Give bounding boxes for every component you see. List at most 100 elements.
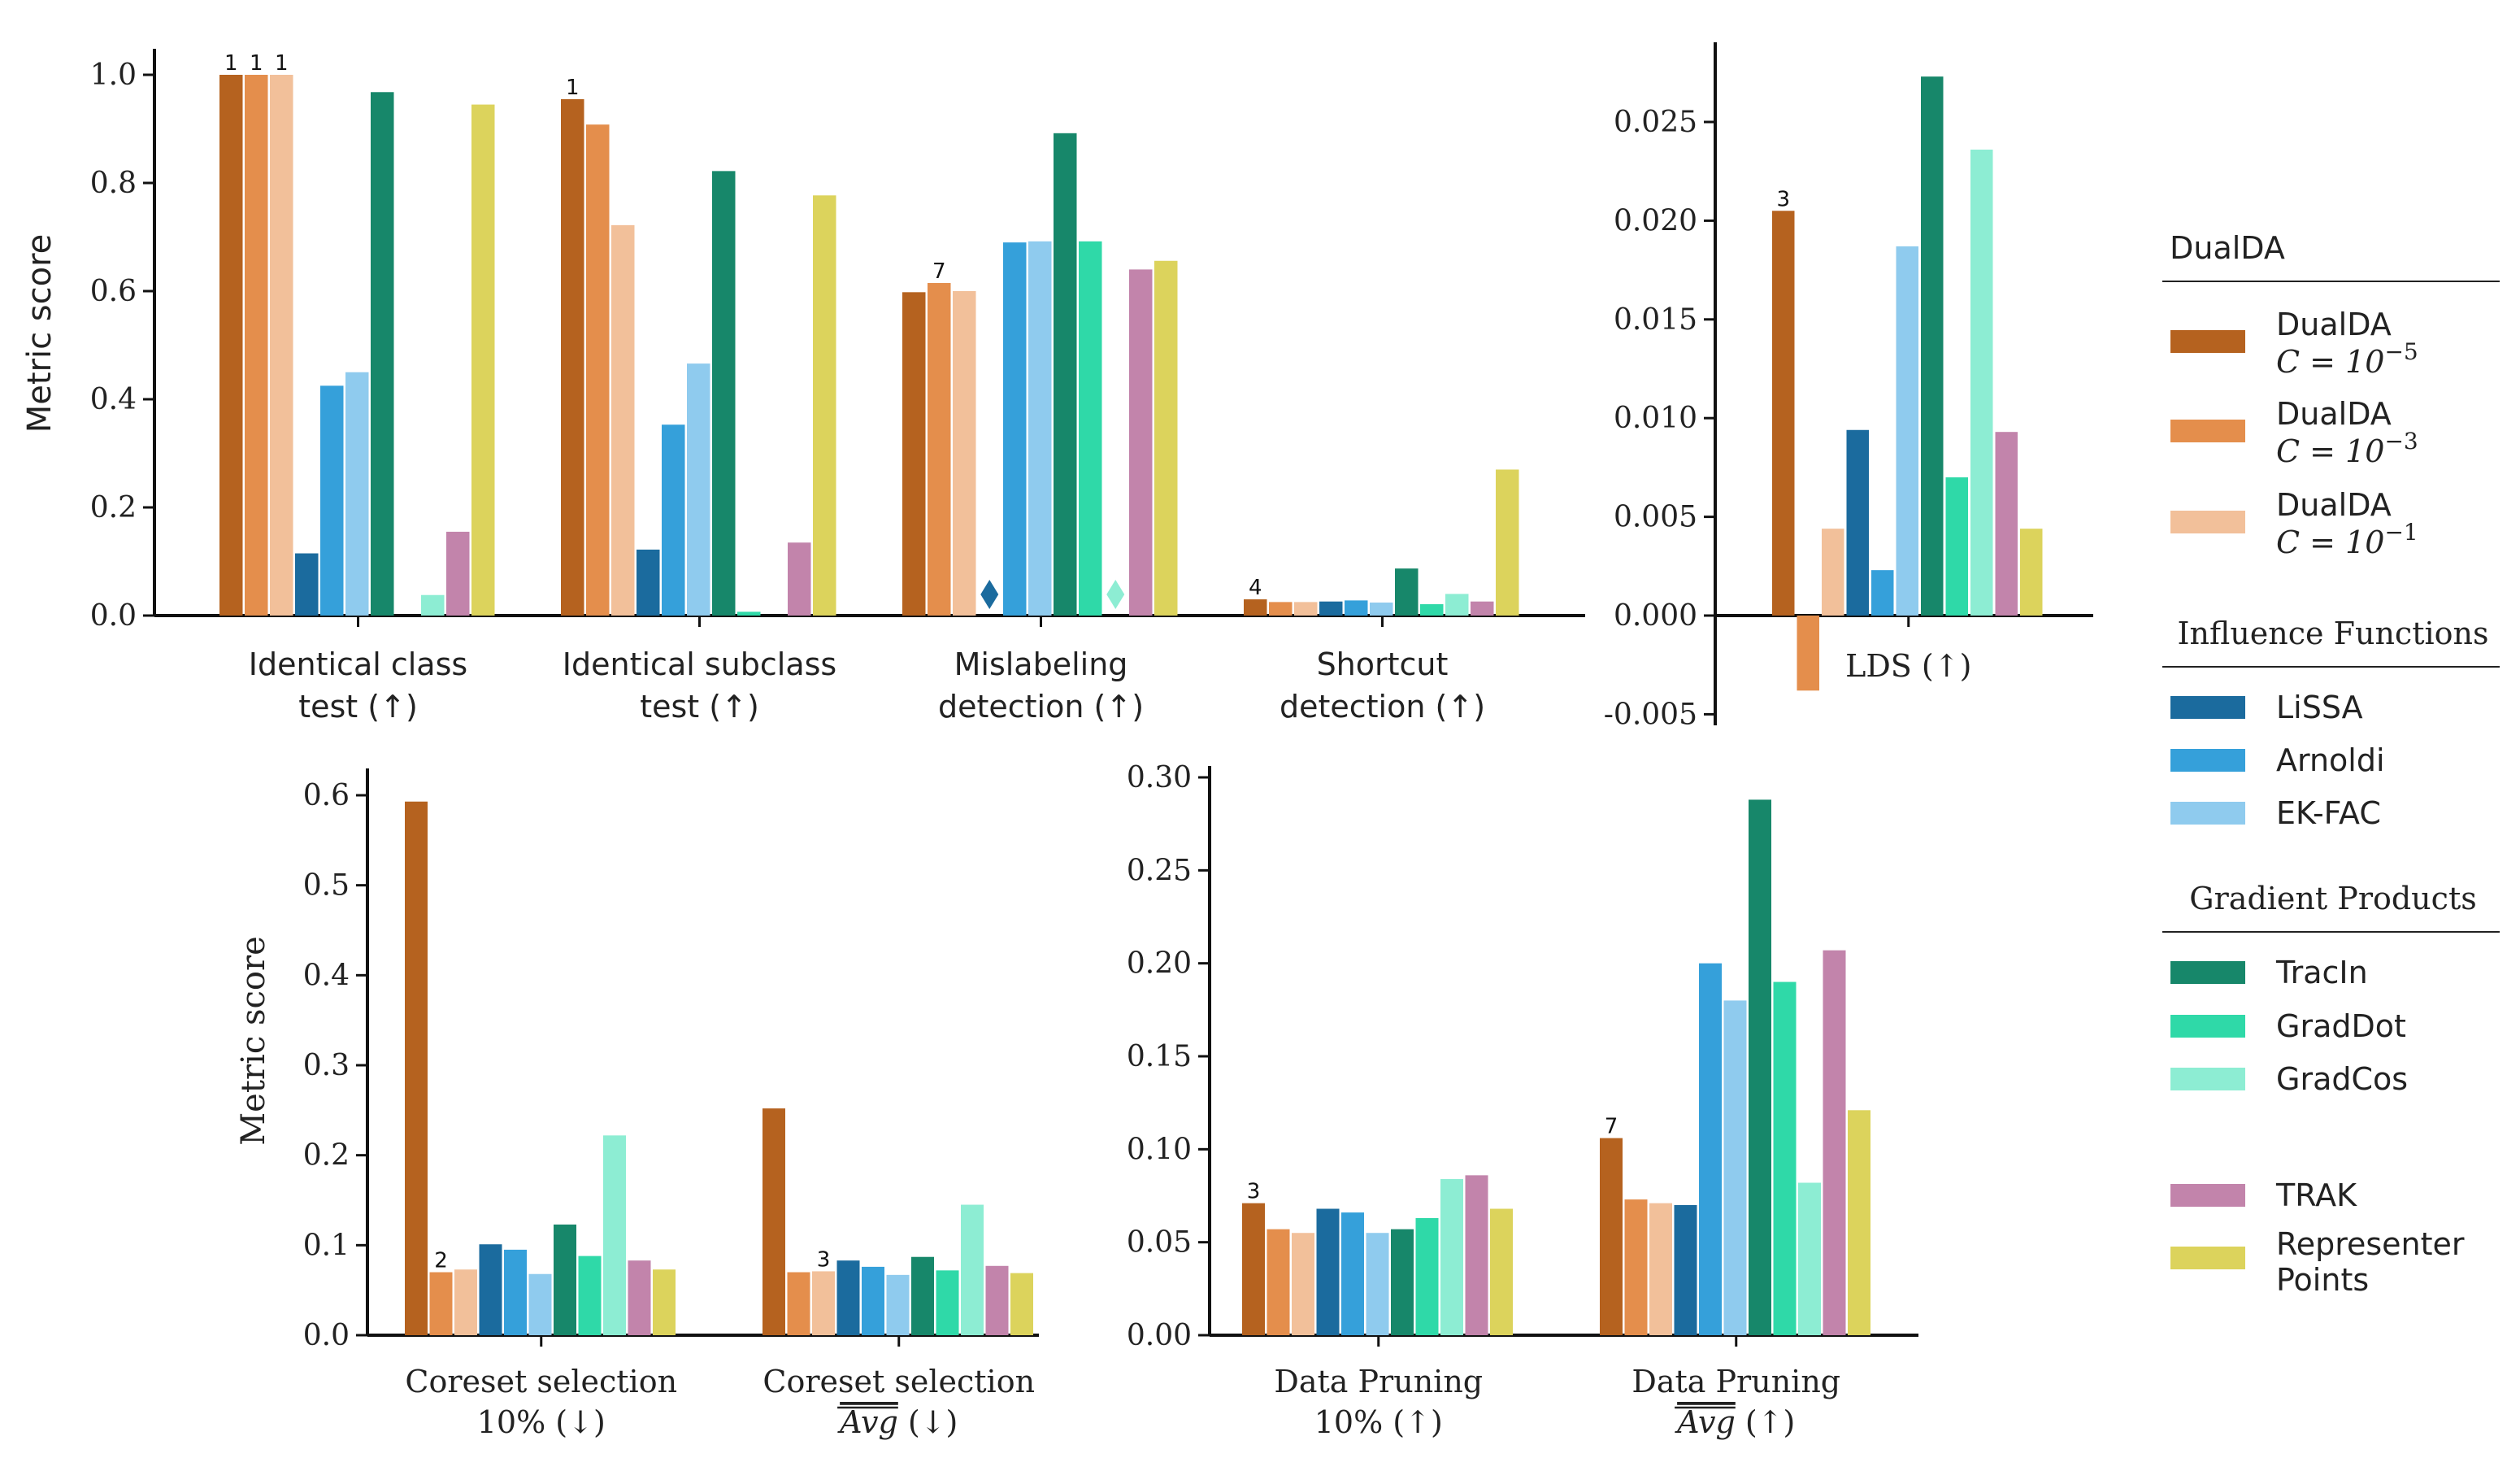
bar-tracin xyxy=(371,92,394,616)
bar-representer xyxy=(1490,1208,1513,1335)
legend-swatch xyxy=(2170,1184,2245,1207)
bar-trak xyxy=(788,542,811,616)
rank-annotation: 1 xyxy=(250,51,263,76)
bar-dualda_1e-5 xyxy=(902,292,926,616)
bar-dualda_1e-5 xyxy=(561,98,584,616)
legend-math-base: C = 10 xyxy=(2276,433,2384,469)
category-suffix: (↓) xyxy=(898,1404,958,1440)
bar-graddot xyxy=(1773,981,1797,1335)
bar-dualda_1e-5 xyxy=(405,801,428,1335)
bar-trak xyxy=(1995,432,2018,616)
bar-trak xyxy=(985,1265,1009,1335)
bar-dualda_1e-3 xyxy=(1797,616,1819,691)
bar-dualda_1e-1 xyxy=(1294,602,1318,616)
legend-swatch xyxy=(2170,802,2245,825)
y-tick-label: 0.005 xyxy=(1614,501,1697,534)
bar-graddot xyxy=(737,611,761,616)
category-label-line2: detection (↑) xyxy=(938,689,1144,725)
legend-label: LiSSA xyxy=(2276,690,2363,725)
y-tick-label: 0.010 xyxy=(1614,402,1697,435)
bar-dualda_1e-3 xyxy=(245,75,268,616)
category-suffix: (↑) xyxy=(1736,1404,1796,1440)
bar-dualda_1e-3 xyxy=(1267,1229,1290,1335)
y-tick-label: 0.3 xyxy=(303,1049,350,1082)
y-tick-label: 0.2 xyxy=(303,1139,350,1173)
bar-tracin xyxy=(1054,133,1077,616)
bar-ekfac xyxy=(1723,1000,1747,1335)
category-label-line2: 10% (↓) xyxy=(477,1404,606,1440)
category-label-line2: test (↑) xyxy=(298,689,418,725)
bar-tracin xyxy=(712,171,736,616)
bar-representer xyxy=(1496,469,1519,616)
bar-representer xyxy=(2020,529,2043,616)
bar-ekfac xyxy=(1028,241,1052,616)
bar-tracin xyxy=(1395,568,1419,616)
bar-dualda_1e-3 xyxy=(1269,602,1293,616)
bar-arnoldi xyxy=(1003,242,1027,616)
bar-dualda_1e-5 xyxy=(219,75,243,616)
rank-annotation: 1 xyxy=(224,51,238,76)
y-tick-label: 0.5 xyxy=(303,869,350,903)
y-tick-label: 0.6 xyxy=(90,275,137,308)
y-tick-label: 1.0 xyxy=(90,59,137,92)
y-tick-label: 0.4 xyxy=(303,959,350,992)
legend-group-title: DualDA xyxy=(2170,230,2285,266)
legend-swatch xyxy=(2170,330,2245,353)
bar-representer xyxy=(1848,1110,1870,1335)
category-label-line2: Avg (↓) xyxy=(837,1404,958,1440)
bar-gradcos xyxy=(961,1204,984,1335)
legend-math: C = 10−3 xyxy=(2276,428,2418,469)
legend-label: TRAK xyxy=(2275,1177,2357,1213)
category-label: Data Pruning xyxy=(1631,1364,1840,1399)
legend-label: DualDA xyxy=(2276,487,2392,523)
y-tick-label: 0.020 xyxy=(1614,204,1697,237)
bar-graddot xyxy=(1945,477,1968,616)
bar-arnoldi xyxy=(1871,570,1894,616)
legend-label: Representer xyxy=(2276,1226,2465,1262)
legend-group-title: Gradient Products xyxy=(2189,881,2476,916)
category-label-line2: test (↑) xyxy=(640,689,759,725)
y-tick-label: 0.00 xyxy=(1127,1319,1192,1352)
bar-representer xyxy=(1154,260,1178,616)
bar-gradcos xyxy=(1445,594,1469,616)
bar-arnoldi xyxy=(1345,600,1368,616)
legend-label: TracIn xyxy=(2275,955,2368,990)
legend-group-title: Influence Functions xyxy=(2178,616,2489,651)
bar-dualda_1e-1 xyxy=(1822,529,1844,616)
bar-lissa xyxy=(836,1260,860,1335)
bar-ekfac xyxy=(1370,603,1393,616)
overline-term: Avg xyxy=(1675,1404,1736,1440)
rank-annotation: 2 xyxy=(434,1249,448,1273)
bar-gradcos xyxy=(1798,1182,1821,1335)
legend-swatch xyxy=(2170,511,2245,533)
rank-annotation: 1 xyxy=(275,51,289,76)
bar-arnoldi xyxy=(1699,963,1722,1335)
bar-trak xyxy=(1465,1175,1488,1335)
y-tick-label: 0.0 xyxy=(303,1319,350,1352)
y-tick-label: 0.4 xyxy=(90,383,137,416)
rank-annotation: 1 xyxy=(566,76,580,100)
category-label-line2: 10% (↑) xyxy=(1314,1404,1443,1440)
rank-annotation: 3 xyxy=(1247,1180,1261,1204)
bar-graddot xyxy=(936,1270,959,1335)
bar-dualda_1e-1 xyxy=(454,1269,477,1335)
y-tick-label: 0.0 xyxy=(90,599,137,633)
bar-trak xyxy=(628,1260,651,1335)
legend-math-exp: −3 xyxy=(2384,428,2418,455)
bar-graddot xyxy=(1079,241,1102,616)
y-tick-label: 0.015 xyxy=(1614,303,1697,337)
y-axis-label: Metric score xyxy=(235,936,272,1146)
bar-trak xyxy=(1823,950,1846,1335)
legend-swatch xyxy=(2170,1015,2245,1038)
legend-label: GradCos xyxy=(2276,1061,2408,1097)
bar-lissa xyxy=(1674,1204,1697,1335)
bar-tracin xyxy=(911,1256,934,1335)
legend-swatch xyxy=(2170,1068,2245,1090)
bar-arnoldi xyxy=(504,1249,527,1335)
bar-dualda_1e-1 xyxy=(953,291,976,616)
category-label: Coreset selection xyxy=(763,1364,1035,1399)
bar-lissa xyxy=(295,553,319,616)
legend-swatch xyxy=(2170,696,2245,719)
